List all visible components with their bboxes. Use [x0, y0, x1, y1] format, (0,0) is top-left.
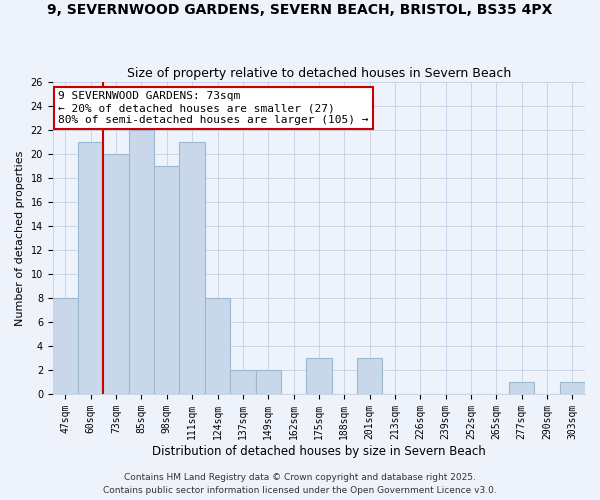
Title: Size of property relative to detached houses in Severn Beach: Size of property relative to detached ho… — [127, 66, 511, 80]
Bar — [306, 358, 332, 394]
Bar — [357, 358, 382, 394]
Bar — [560, 382, 585, 394]
Bar — [53, 298, 78, 394]
Bar — [78, 142, 103, 394]
Bar — [205, 298, 230, 394]
Bar — [509, 382, 535, 394]
Bar — [179, 142, 205, 394]
X-axis label: Distribution of detached houses by size in Severn Beach: Distribution of detached houses by size … — [152, 444, 486, 458]
Text: 9 SEVERNWOOD GARDENS: 73sqm
← 20% of detached houses are smaller (27)
80% of sem: 9 SEVERNWOOD GARDENS: 73sqm ← 20% of det… — [58, 92, 368, 124]
Bar — [230, 370, 256, 394]
Y-axis label: Number of detached properties: Number of detached properties — [15, 150, 25, 326]
Bar — [256, 370, 281, 394]
Bar — [154, 166, 179, 394]
Bar — [129, 130, 154, 394]
Text: 9, SEVERNWOOD GARDENS, SEVERN BEACH, BRISTOL, BS35 4PX: 9, SEVERNWOOD GARDENS, SEVERN BEACH, BRI… — [47, 2, 553, 16]
Text: Contains HM Land Registry data © Crown copyright and database right 2025.
Contai: Contains HM Land Registry data © Crown c… — [103, 474, 497, 495]
Bar — [103, 154, 129, 394]
